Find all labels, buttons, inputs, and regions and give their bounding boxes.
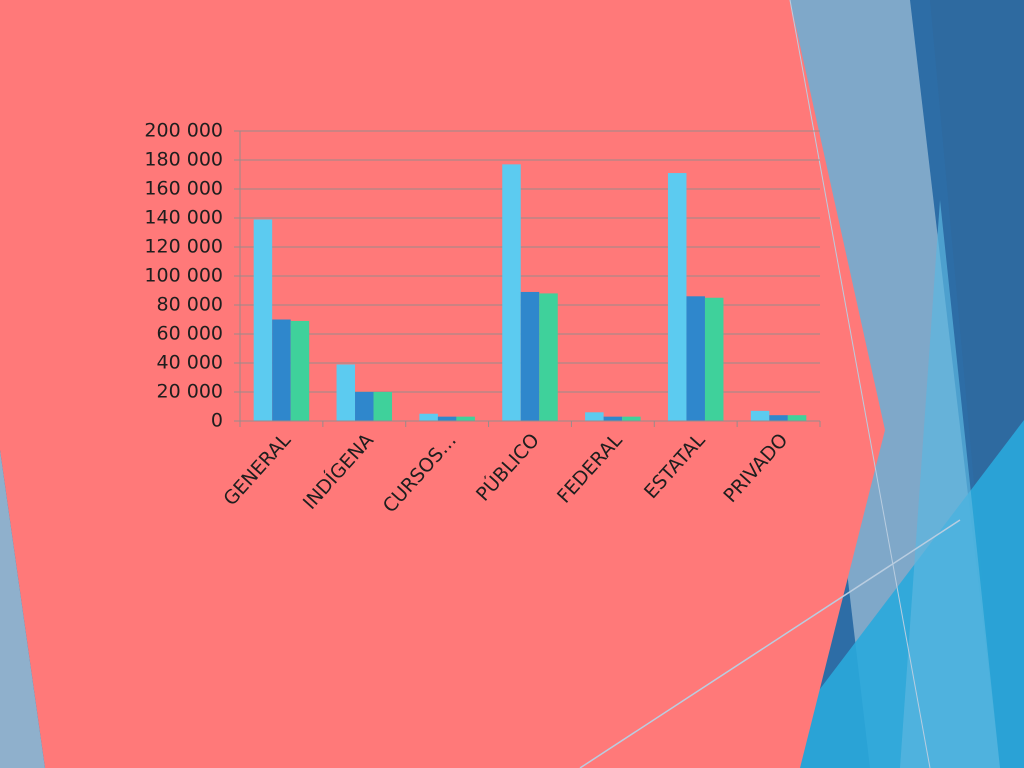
bar — [373, 392, 393, 421]
decor-line — [579, 519, 961, 768]
bar — [704, 297, 724, 421]
slide-panel — [0, 0, 885, 768]
bar — [272, 319, 291, 421]
bar — [539, 293, 558, 421]
bar — [787, 415, 807, 421]
y-tick-label: 180 000 — [144, 149, 223, 171]
y-tick-label: 20 000 — [157, 381, 223, 403]
decor-shape — [0, 450, 45, 768]
bar — [253, 219, 273, 421]
bar — [437, 416, 457, 421]
bar — [603, 416, 623, 421]
y-tick-label: 80 000 — [157, 294, 223, 316]
bar — [502, 164, 521, 421]
bar — [419, 413, 438, 421]
y-tick-label: 100 000 — [144, 265, 223, 287]
y-tick-label: 60 000 — [157, 323, 223, 345]
bar — [355, 392, 374, 421]
bar — [667, 173, 687, 421]
bar — [520, 291, 540, 421]
bar — [622, 416, 641, 421]
bar — [750, 410, 770, 421]
decor-shape — [900, 200, 1000, 768]
y-tick-label: 140 000 — [144, 207, 223, 229]
y-tick-label: 200 000 — [144, 120, 223, 142]
bar — [585, 412, 604, 421]
bar — [336, 364, 356, 421]
y-tick-label: 120 000 — [144, 236, 223, 258]
bar — [290, 320, 310, 421]
y-tick-label: 0 — [211, 410, 223, 432]
decor-line — [789, 0, 931, 768]
y-tick-label: 40 000 — [157, 352, 223, 374]
bar — [456, 416, 475, 421]
bar — [769, 415, 788, 421]
y-tick-label: 160 000 — [144, 178, 223, 200]
bar — [686, 296, 705, 421]
